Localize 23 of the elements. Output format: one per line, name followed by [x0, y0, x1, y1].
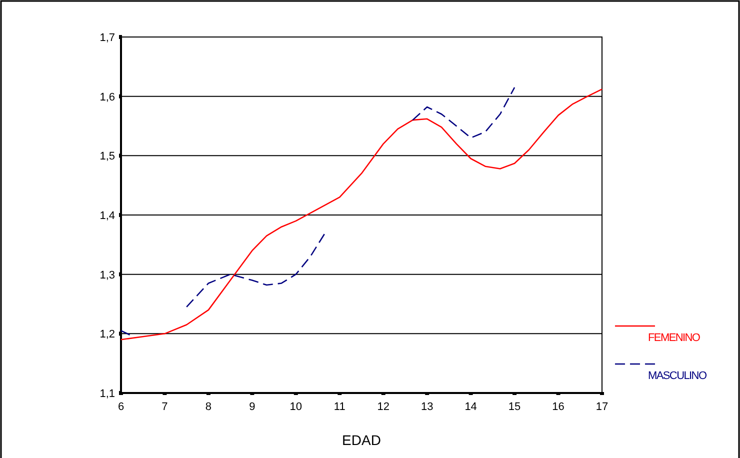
y-tick-label: 1,2 — [100, 328, 115, 341]
x-tick-label: 9 — [249, 401, 256, 413]
x-tick-label: 10 — [290, 401, 302, 413]
x-tick-label: 6 — [118, 401, 124, 413]
line-series — [120, 88, 603, 340]
x-tick-label: 14 — [464, 401, 477, 413]
y-tick-label: 1,3 — [100, 269, 115, 282]
x-tick-label: 8 — [205, 401, 212, 413]
x-tick-label: 17 — [596, 401, 608, 413]
text: MASCULINO — [648, 370, 708, 382]
y-tick-label: 1,1 — [100, 388, 115, 400]
y-tick-label: 1,5 — [100, 150, 115, 163]
x-tick-label: 15 — [508, 401, 521, 413]
x-tick-label: 13 — [420, 401, 434, 413]
y-tick-label: 1,4 — [100, 210, 115, 222]
x-tick-label: 16 — [552, 401, 564, 413]
x-tick-label: 11 — [334, 401, 346, 413]
y-tick-label: 1,7 — [100, 32, 115, 44]
y-tick-label: 1,6 — [100, 91, 115, 104]
text: FEMENINO — [648, 332, 701, 344]
x-tick-label: 12 — [377, 401, 390, 413]
x-axis-title: EDAD — [342, 432, 381, 448]
x-tick-label: 7 — [162, 401, 168, 413]
